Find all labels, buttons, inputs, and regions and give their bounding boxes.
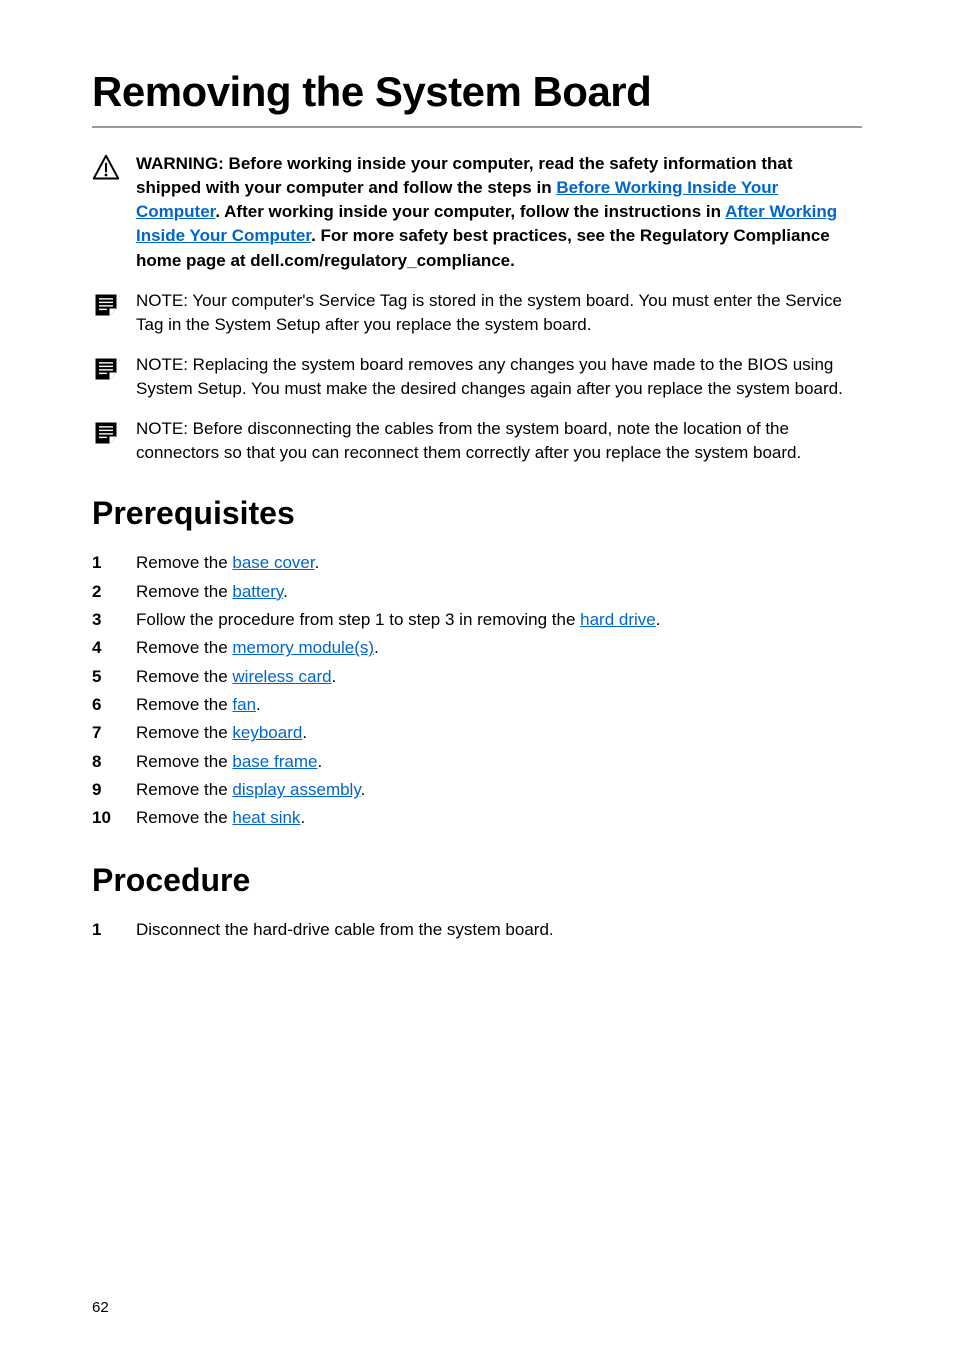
step-pre: Remove the (136, 695, 232, 714)
procedure-heading: Procedure (92, 862, 862, 899)
note-callout-3: NOTE: Before disconnecting the cables fr… (92, 417, 862, 465)
step-pre: Remove the (136, 723, 232, 742)
step-pre: Remove the (136, 808, 232, 827)
list-item: 8Remove the base frame. (92, 749, 862, 775)
note-label: NOTE: (136, 291, 192, 310)
note-icon (92, 353, 136, 390)
step-num: 5 (92, 664, 136, 690)
step-num: 9 (92, 777, 136, 803)
step-link[interactable]: base frame (232, 752, 317, 771)
page-title: Removing the System Board (92, 68, 862, 128)
step-num: 8 (92, 749, 136, 775)
note-callout-1: NOTE: Your computer's Service Tag is sto… (92, 289, 862, 337)
warning-icon (92, 152, 136, 189)
note-label: NOTE: (136, 419, 193, 438)
list-item: 6Remove the fan. (92, 692, 862, 718)
step-link[interactable]: hard drive (580, 610, 656, 629)
step-post: . (332, 667, 337, 686)
step-post: . (315, 553, 320, 572)
list-item: 4Remove the memory module(s). (92, 635, 862, 661)
step-link[interactable]: keyboard (232, 723, 302, 742)
list-item: 1Remove the base cover. (92, 550, 862, 576)
prerequisites-list: 1Remove the base cover. 2Remove the batt… (92, 550, 862, 831)
step-post: . (361, 780, 366, 799)
warning-callout: WARNING: Before working inside your comp… (92, 152, 862, 273)
page-number: 62 (92, 1299, 109, 1316)
note-icon (92, 289, 136, 326)
step-pre: Remove the (136, 752, 232, 771)
step-num: 4 (92, 635, 136, 661)
prerequisites-heading: Prerequisites (92, 495, 862, 532)
step-link[interactable]: heat sink (232, 808, 300, 827)
step-post: . (256, 695, 261, 714)
step-pre: Remove the (136, 780, 232, 799)
list-item: 7Remove the keyboard. (92, 720, 862, 746)
step-post: . (300, 808, 305, 827)
step-pre: Remove the (136, 582, 232, 601)
note-text-1: Your computer's Service Tag is stored in… (136, 291, 842, 334)
step-num: 1 (92, 550, 136, 576)
list-item: 5Remove the wireless card. (92, 664, 862, 690)
step-num: 6 (92, 692, 136, 718)
step-link[interactable]: fan (232, 695, 256, 714)
step-pre: Remove the (136, 638, 232, 657)
step-pre: Follow the procedure from step 1 to step… (136, 610, 580, 629)
note-text-3: Before disconnecting the cables from the… (136, 419, 801, 462)
step-link[interactable]: memory module(s) (232, 638, 374, 657)
step-link[interactable]: base cover (232, 553, 314, 572)
note-text-2: Replacing the system board removes any c… (136, 355, 843, 398)
list-item: 3Follow the procedure from step 1 to ste… (92, 607, 862, 633)
list-item: 1Disconnect the hard-drive cable from th… (92, 917, 862, 943)
note-callout-2: NOTE: Replacing the system board removes… (92, 353, 862, 401)
list-item: 2Remove the battery. (92, 579, 862, 605)
step-pre: Remove the (136, 553, 232, 572)
step-num: 2 (92, 579, 136, 605)
step-post: . (374, 638, 379, 657)
list-item: 9Remove the display assembly. (92, 777, 862, 803)
procedure-list: 1Disconnect the hard-drive cable from th… (92, 917, 862, 943)
warning-mid1: . After working inside your computer, fo… (215, 202, 725, 221)
step-num: 1 (92, 917, 136, 943)
step-num: 3 (92, 607, 136, 633)
step-link[interactable]: battery (232, 582, 283, 601)
step-post: . (317, 752, 322, 771)
list-item: 10Remove the heat sink. (92, 805, 862, 831)
step-pre: Remove the (136, 667, 232, 686)
step-link[interactable]: display assembly (232, 780, 360, 799)
step-num: 7 (92, 720, 136, 746)
step-post: . (302, 723, 307, 742)
step-post: . (283, 582, 288, 601)
note-label: NOTE: (136, 355, 193, 374)
step-post: . (656, 610, 661, 629)
step-text: Disconnect the hard-drive cable from the… (136, 917, 862, 943)
step-num: 10 (92, 805, 136, 831)
step-link[interactable]: wireless card (232, 667, 331, 686)
note-icon (92, 417, 136, 454)
